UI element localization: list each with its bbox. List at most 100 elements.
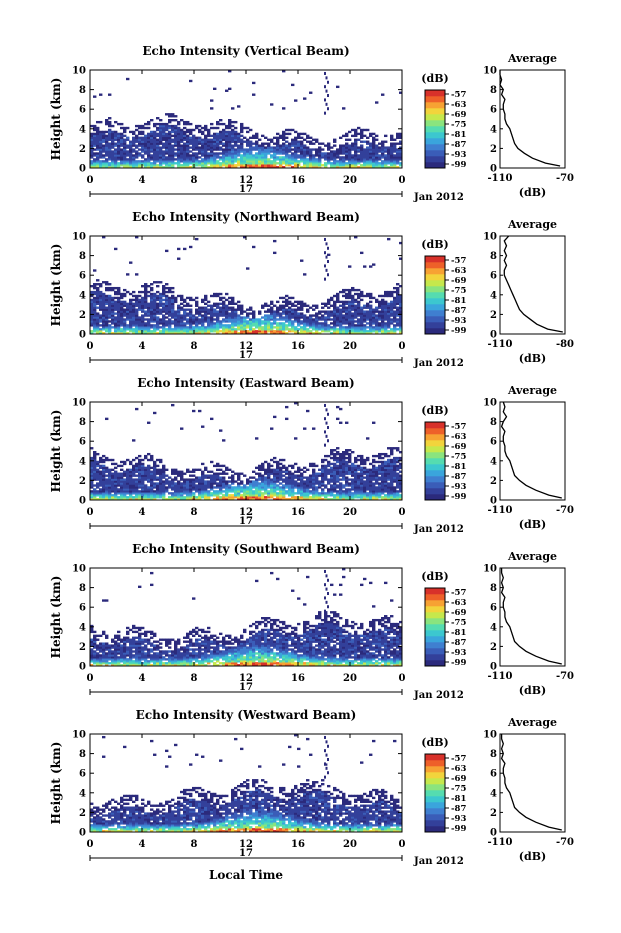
x-tick-label: 20 [343,673,357,684]
profile-axes-frame [500,402,565,500]
y-tick-label: 4 [79,290,86,301]
colorbar-tick-label: -63 [451,764,466,774]
colorbar-swatch [425,588,445,594]
day-label: 17 [239,184,253,195]
date-label: Jan 2012 [413,690,464,701]
colorbar-tick-label: -99 [451,492,466,502]
colorbar-swatch [425,446,445,452]
colorbar-swatch [425,760,445,766]
colorbar-swatch [425,636,445,642]
colorbar-tick-label: -93 [451,814,466,824]
colorbar-swatch [425,114,445,120]
colorbar-swatch [425,298,445,304]
profile-y-tick-label: 8 [490,749,497,760]
colorbar-tick-label: -81 [451,462,466,472]
colorbar-swatch [425,606,445,612]
y-axis-label: Height (km) [49,78,63,161]
colorbar-swatch [425,772,445,778]
profile-x-tick-label: -110 [487,837,512,848]
colorbar-unit: (dB) [421,404,448,417]
profile-x-tick-label: -110 [487,339,512,350]
y-tick-label: 6 [79,105,86,116]
profile-line [500,70,560,166]
colorbar-tick-label: -63 [451,432,466,442]
x-tick-label: 16 [291,507,305,518]
heatmap-field [90,402,402,500]
profile-line [502,734,562,830]
colorbar-swatch [425,132,445,138]
colorbar-swatch [425,648,445,654]
y-tick-label: 0 [79,330,86,341]
colorbar-tick-label: -69 [451,774,466,784]
colorbar-tick-label: -99 [451,824,466,834]
colorbar-tick-label: -75 [451,120,466,130]
date-label: Jan 2012 [413,192,464,203]
x-tick-label: 20 [343,175,357,186]
profile-x-axis-label: (dB) [519,684,546,697]
x-tick-label: 16 [291,341,305,352]
x-tick-label: 0 [87,341,94,352]
y-tick-label: 4 [79,124,86,135]
colorbar-tick-label: -63 [451,100,466,110]
colorbar-tick-label: -57 [451,422,466,432]
day-label: 17 [239,350,253,361]
colorbar-swatch [425,96,445,102]
x-tick-label: 4 [139,673,146,684]
y-tick-label: 10 [72,66,86,77]
day-label: 17 [239,848,253,859]
colorbar-tick-label: -87 [451,638,466,648]
colorbar-swatch [425,304,445,310]
profile-y-tick-label: 6 [490,769,497,780]
colorbar-swatch [425,624,445,630]
colorbar-tick-label: -81 [451,130,466,140]
panel-title: Echo Intensity (Vertical Beam) [142,44,349,58]
date-label: Jan 2012 [413,524,464,535]
x-tick-label: 4 [139,341,146,352]
profile-y-tick-label: 6 [490,105,497,116]
x-tick-label: 0 [399,839,406,850]
y-tick-label: 6 [79,271,86,282]
colorbar-swatch [425,766,445,772]
y-tick-label: 0 [79,828,86,839]
colorbar-unit: (dB) [421,736,448,749]
colorbar-tick-label: -93 [451,648,466,658]
colorbar-swatch [425,162,445,168]
colorbar-tick-label: -63 [451,266,466,276]
profile-y-tick-label: 2 [490,808,497,819]
x-tick-label: 0 [87,507,94,518]
y-tick-label: 8 [79,583,86,594]
y-tick-label: 10 [72,730,86,741]
y-tick-label: 8 [79,749,86,760]
heatmap-field [90,70,402,168]
y-tick-label: 4 [79,788,86,799]
profile-y-tick-label: 10 [483,730,497,741]
panel-title: Echo Intensity (Southward Beam) [132,542,360,556]
x-tick-label: 8 [191,341,198,352]
colorbar-tick-label: -57 [451,256,466,266]
colorbar-tick-label: -69 [451,608,466,618]
colorbar-swatch [425,600,445,606]
profile-y-tick-label: 8 [490,251,497,262]
x-axis-label: Local Time [209,868,283,882]
y-tick-label: 6 [79,437,86,448]
profile-y-tick-label: 10 [483,398,497,409]
colorbar-tick-label: -99 [451,160,466,170]
colorbar-swatch [425,612,445,618]
colorbar-swatch [425,826,445,832]
colorbar-swatch [425,328,445,334]
colorbar-swatch [425,120,445,126]
panel-title: Echo Intensity (Westward Beam) [136,708,357,722]
colorbar-swatch [425,778,445,784]
x-tick-label: 4 [139,839,146,850]
profile-x-tick-label: -70 [556,505,574,516]
x-tick-label: 0 [87,839,94,850]
y-axis-label: Height (km) [49,410,63,493]
x-tick-label: 0 [399,341,406,352]
colorbar-unit: (dB) [421,72,448,85]
colorbar-swatch [425,156,445,162]
colorbar-swatch [425,594,445,600]
profile-line [504,236,563,332]
